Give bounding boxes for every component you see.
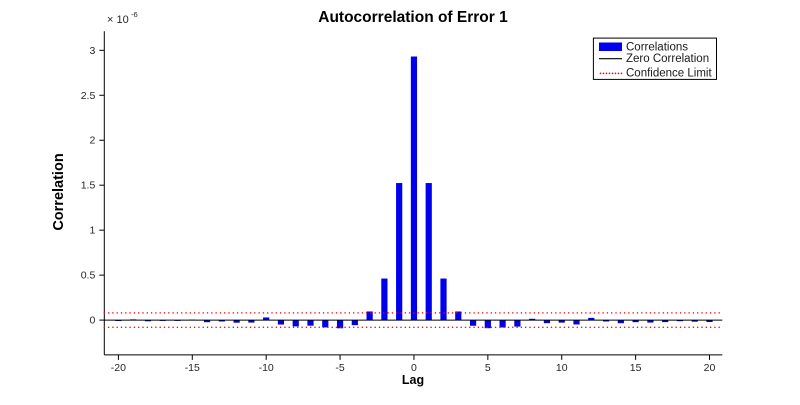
svg-text:Confidence Limit: Confidence Limit xyxy=(626,68,712,80)
svg-text:× 10: × 10 xyxy=(107,14,129,26)
svg-text:1: 1 xyxy=(89,225,95,237)
svg-text:Correlation: Correlation xyxy=(51,153,67,230)
svg-text:-20: -20 xyxy=(111,362,126,374)
svg-text:Correlations: Correlations xyxy=(626,42,688,54)
svg-text:-15: -15 xyxy=(185,362,200,374)
svg-text:15: 15 xyxy=(630,362,642,374)
svg-text:-10: -10 xyxy=(259,362,274,374)
svg-text:3: 3 xyxy=(89,45,95,57)
svg-text:Zero Correlation: Zero Correlation xyxy=(626,53,709,65)
svg-text:-5: -5 xyxy=(335,362,344,374)
svg-text:10: 10 xyxy=(556,362,568,374)
svg-text:Autocorrelation of Error 1: Autocorrelation of Error 1 xyxy=(318,9,508,26)
svg-text:20: 20 xyxy=(704,362,716,374)
svg-text:-6: -6 xyxy=(131,10,138,19)
svg-text:5: 5 xyxy=(485,362,491,374)
svg-text:1.5: 1.5 xyxy=(81,180,96,192)
svg-text:0: 0 xyxy=(89,315,95,327)
svg-text:0.5: 0.5 xyxy=(81,270,96,282)
svg-text:Lag: Lag xyxy=(402,373,424,387)
svg-text:2.5: 2.5 xyxy=(81,90,96,102)
svg-text:2: 2 xyxy=(89,135,95,147)
